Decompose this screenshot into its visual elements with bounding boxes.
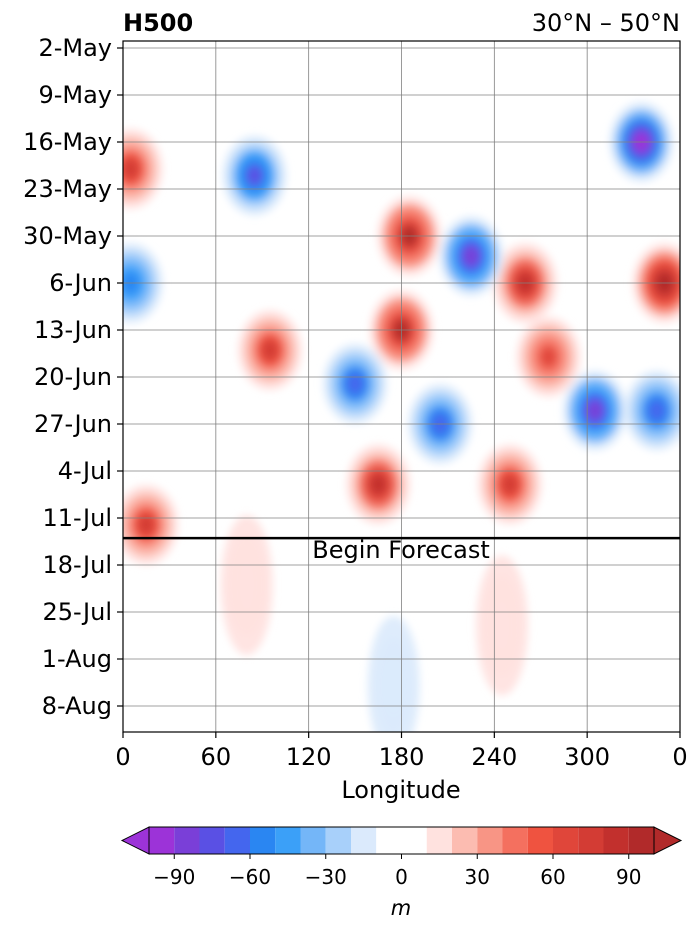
y-tick-label: 30-May [23, 222, 112, 250]
colorbar-segment [628, 827, 654, 854]
y-tick-label: 18-Jul [43, 551, 113, 579]
colorbar-segment [502, 827, 528, 854]
anomaly-contour [123, 158, 140, 180]
anomaly-contour [586, 400, 604, 421]
y-tick-label: 8-Aug [42, 692, 112, 720]
anomaly-contour [648, 400, 666, 421]
colorbar-segment [578, 827, 604, 854]
x-tick-label: 60 [201, 743, 232, 771]
colorbar-segment [452, 827, 478, 854]
colorbar-segment [149, 827, 175, 854]
colorbar-label: m [391, 896, 411, 920]
y-tick-label: 11-Jul [43, 504, 113, 532]
colorbar-ticks: −90 −60 −30 0 30 60 90 [153, 854, 641, 889]
x-axis: 0 60 120 180 240 300 0 [115, 732, 688, 771]
x-tick-label: 300 [564, 743, 610, 771]
anomaly-contour [261, 339, 279, 361]
colorbar-segment [477, 827, 503, 854]
anomaly-contour [462, 245, 480, 267]
y-tick-label: 23-May [23, 175, 112, 203]
anomaly-contour [383, 657, 405, 715]
y-tick-label: 6-Jun [49, 269, 112, 297]
chart-subtitle: 30°N – 50°N [532, 9, 680, 37]
colorbar-segment [325, 827, 351, 854]
colorbar-segment [224, 827, 250, 854]
y-tick-label: 13-Jun [34, 316, 112, 344]
x-tick-label: 240 [471, 743, 517, 771]
y-tick-label: 27-Jun [34, 410, 112, 438]
colorbar-segment [275, 827, 301, 854]
y-tick-label: 25-Jul [43, 598, 113, 626]
colorbar-segment [300, 827, 326, 854]
anomaly-contour [491, 596, 513, 655]
y-tick-label: 1-Aug [42, 645, 112, 673]
colorbar-segment [527, 827, 553, 854]
colorbar-segment [603, 827, 629, 854]
anomaly-contour [540, 346, 557, 368]
colorbar-segment [376, 827, 427, 854]
anomaly-contour [346, 373, 364, 395]
colorbar [120, 826, 683, 855]
x-axis-label: Longitude [341, 776, 460, 804]
y-tick-label: 16-May [23, 128, 112, 156]
colorbar-segment [351, 827, 377, 854]
colorbar-extend-low [120, 826, 150, 855]
y-tick-label: 2-May [38, 34, 112, 62]
grid [123, 41, 680, 732]
colorbar-tick-label: −30 [305, 865, 347, 889]
y-tick-label: 9-May [38, 81, 112, 109]
colorbar-tick-label: −60 [229, 865, 271, 889]
colorbar-segment [553, 827, 579, 854]
x-tick-label: 0 [672, 743, 687, 771]
anomaly-contour [501, 474, 519, 495]
anomaly-contour [137, 514, 155, 536]
plot-area: Begin Forecast [122, 40, 681, 733]
y-tick-label: 4-Jul [58, 457, 112, 485]
y-tick-label: 20-Jun [34, 363, 112, 391]
colorbar-tick-label: 90 [616, 865, 641, 889]
x-tick-label: 120 [286, 743, 332, 771]
anomaly-contour [369, 474, 387, 495]
colorbar-segment [174, 827, 200, 854]
x-tick-label: 0 [115, 743, 130, 771]
y-axis: 2-May 9-May 16-May 23-May 30-May 6-Jun 13-Jun 2… [23, 34, 123, 720]
forecast-annotation: Begin Forecast [312, 536, 490, 564]
colorbar-extend-high [653, 826, 683, 855]
anomaly-contour [236, 556, 258, 614]
x-tick-label: 180 [379, 743, 425, 771]
colorbar-tick-label: −90 [153, 865, 195, 889]
colorbar-segment [426, 827, 452, 854]
colorbar-segment [250, 827, 276, 854]
colorbar-tick-label: 60 [540, 865, 565, 889]
colorbar-tick-label: 0 [395, 865, 408, 889]
colorbar-tick-label: 30 [465, 865, 490, 889]
anomaly-contour [246, 165, 263, 186]
colorbar-segment [199, 827, 225, 854]
chart-title: H500 [123, 9, 193, 37]
